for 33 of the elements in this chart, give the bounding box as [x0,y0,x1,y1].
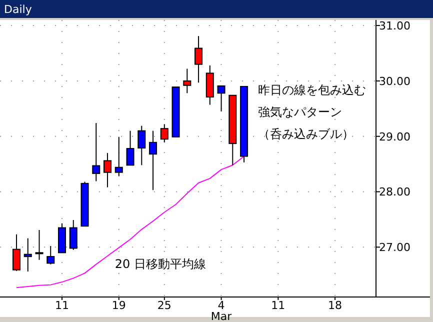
x-tick-label: 11 [271,299,286,312]
chart-title: Daily [4,3,32,16]
candlestick [149,130,158,191]
candlestick [104,152,112,188]
candlestick [138,125,146,166]
annotation: 昨日の線を包み込む [258,83,366,97]
candlestick [12,234,20,272]
candlestick [126,130,134,166]
candlestick [194,36,203,84]
candlestick [24,238,32,272]
annotation: （呑み込みブル） [258,127,354,141]
x-tick-label: 18 [328,299,342,312]
series-label: 20 日移動平均線 [114,257,206,272]
candlestick [92,122,100,182]
y-tick-label: 27.00 [379,241,410,254]
x-tick-label: 19 [112,299,126,312]
candlestick [35,229,44,260]
candlestick [46,246,55,265]
candlestick [217,85,226,112]
x-tick-label: 11 [55,299,70,312]
candlestick [69,219,78,250]
x-tick-label: 4 Mar [210,299,232,322]
candlestick [206,64,214,106]
candlestick [183,68,192,94]
x-tick-label: 25 [157,299,172,312]
y-tick-label: 29.00 [379,130,410,144]
annotation: 強気なパターン [258,105,342,119]
line-series [16,156,245,288]
y-tick-label: 31.00 [379,20,410,33]
candlestick [114,136,123,177]
y-tick-label: 30.00 [379,74,410,88]
candlestick [160,124,168,143]
y-tick-label: 28.00 [379,186,410,199]
